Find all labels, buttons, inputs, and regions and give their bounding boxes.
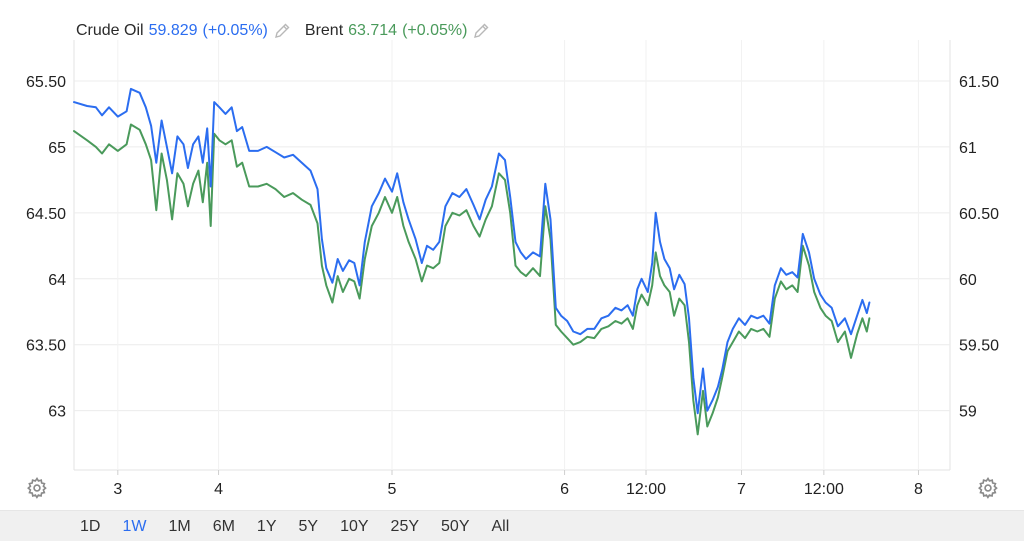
legend-brent-value: 63.714	[348, 22, 398, 39]
x-tick-label: 8	[914, 481, 923, 498]
range-button-6m[interactable]: 6M	[212, 518, 235, 535]
series-line-crude-oil	[73, 87, 871, 415]
right-tick-label: 61.50	[959, 74, 999, 91]
x-tick-label: 4	[214, 481, 223, 498]
legend-item-brent: Brent 63.714 (+0.05%)	[305, 22, 491, 40]
legend-crude-oil-name: Crude Oil	[76, 22, 144, 39]
left-tick-label: 64.50	[26, 206, 66, 223]
x-tick-label: 7	[737, 481, 746, 498]
x-tick-label: 6	[560, 481, 569, 498]
range-button-1d[interactable]: 1D	[80, 518, 101, 535]
series-line-brent	[73, 123, 871, 436]
x-tick-label: 12:00	[804, 481, 844, 498]
gear-icon[interactable]	[977, 477, 999, 499]
x-tick-label: 5	[388, 481, 397, 498]
range-button-25y[interactable]: 25Y	[390, 518, 420, 535]
range-button-10y[interactable]: 10Y	[340, 518, 369, 535]
right-tick-label: 61	[959, 140, 977, 157]
range-button-5y[interactable]: 5Y	[298, 518, 319, 535]
pencil-icon[interactable]	[472, 22, 490, 40]
range-selector-bar: 1D 1W 1M 6M 1Y 5Y 10Y 25Y 50Y All	[0, 510, 1024, 541]
right-tick-label: 59.50	[959, 338, 999, 355]
chart-legend: Crude Oil 59.829 (+0.05%) Brent 63.714 (…	[76, 20, 504, 42]
x-tick-label: 3	[113, 481, 122, 498]
left-tick-label: 65.50	[26, 74, 66, 91]
right-tick-label: 59	[959, 404, 977, 421]
x-tick-label: 12:00	[626, 481, 666, 498]
legend-crude-oil-change: (+0.05%)	[202, 22, 268, 39]
left-tick-label: 63.50	[26, 338, 66, 355]
pencil-icon[interactable]	[273, 22, 291, 40]
range-buttons: 1D 1W 1M 6M 1Y 5Y 10Y 25Y 50Y All	[80, 517, 531, 537]
range-button-1m[interactable]: 1M	[168, 518, 191, 535]
legend-brent-change: (+0.05%)	[402, 22, 468, 39]
legend-crude-oil-value: 59.829	[148, 22, 198, 39]
legend-item-crude-oil: Crude Oil 59.829 (+0.05%)	[76, 22, 291, 40]
range-button-1y[interactable]: 1Y	[256, 518, 277, 535]
grid-lines	[73, 40, 951, 471]
series-lines	[73, 87, 871, 436]
x-axis: 3 4 5 6 12:00 7 12:00 8	[113, 470, 923, 498]
left-tick-label: 64	[48, 272, 66, 289]
range-button-50y[interactable]: 50Y	[441, 518, 470, 535]
left-tick-label: 63	[48, 404, 66, 421]
range-button-all[interactable]: All	[491, 518, 510, 535]
right-y-axis: 61.50 61 60.50 60 59.50 59	[959, 74, 999, 421]
legend-brent-name: Brent	[304, 22, 344, 39]
right-tick-label: 60	[959, 272, 977, 289]
left-tick-label: 65	[48, 140, 66, 157]
gear-icon[interactable]	[26, 477, 48, 499]
right-tick-label: 60.50	[959, 206, 999, 223]
range-button-1w[interactable]: 1W	[122, 518, 147, 535]
left-y-axis: 65.50 65 64.50 64 63.50 63	[26, 74, 66, 421]
